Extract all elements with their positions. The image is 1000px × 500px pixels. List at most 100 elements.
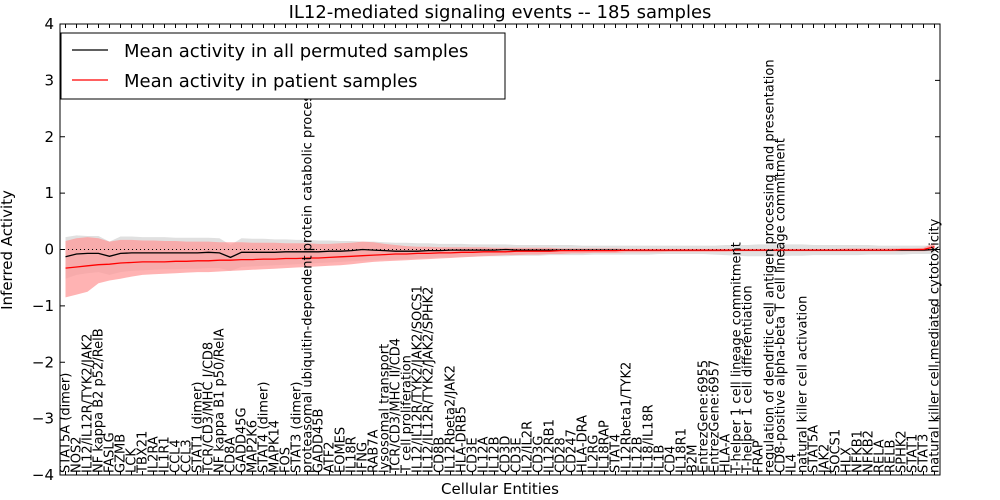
x-tick-label: HLA-DRA bbox=[576, 415, 591, 473]
x-tick-label: CD247 bbox=[565, 429, 580, 473]
x-tick-label: STAT4 (dimer) bbox=[257, 382, 272, 473]
y-tick-label: 0 bbox=[44, 241, 54, 259]
x-tick-label: FOS bbox=[279, 447, 294, 473]
x-tick-label: IL18R bbox=[345, 436, 360, 473]
x-tick-label: natural killer cell activation bbox=[796, 296, 811, 473]
x-tick-label: lysosomal transport bbox=[378, 344, 393, 473]
x-tick-label: TBX21 bbox=[136, 431, 151, 474]
x-tick-label: GADD45B bbox=[312, 409, 327, 473]
plot-frame bbox=[59, 23, 941, 476]
x-tick-label: NFKB2 bbox=[862, 430, 877, 473]
x-tick-label: SPHK2 bbox=[895, 430, 910, 473]
x-tick-label: CCL4 bbox=[169, 439, 184, 473]
x-tick-label: IFNG bbox=[356, 442, 371, 473]
x-tick-label: IL12Rbeta2/JAK2 bbox=[444, 365, 459, 473]
x-tick-label: IL12RB1 bbox=[543, 419, 558, 473]
x-tick-label: CD8B bbox=[433, 437, 448, 473]
x-tick-label: CD3E bbox=[510, 437, 525, 473]
x-tick-label: IL4 bbox=[785, 454, 800, 473]
x-tick-label: MAP2K6 bbox=[246, 420, 261, 473]
x-tick-label: STAT5A bbox=[807, 425, 822, 473]
x-tick-label: IL1R1 bbox=[158, 436, 173, 473]
x-tick-label: T cell proliferation bbox=[400, 355, 415, 474]
y-tick-label: −3 bbox=[32, 410, 54, 428]
series-lines bbox=[65, 246, 935, 269]
x-tick-label: CD3G bbox=[532, 436, 547, 473]
x-tick-label: IL2RA bbox=[147, 436, 162, 473]
patient-mean-line bbox=[65, 246, 935, 269]
x-tick-label: HLX bbox=[840, 447, 855, 473]
y-tick-label: 3 bbox=[44, 71, 54, 89]
x-tick-label: FASLG bbox=[103, 432, 118, 473]
legend-box bbox=[60, 32, 506, 100]
x-tick-label: CD3D bbox=[499, 436, 514, 473]
x-tick-label: TCR/CD3/MHC II/CD4 bbox=[389, 338, 404, 474]
x-tick-label: IL12/IL12R/TYK2/JAK2 bbox=[81, 334, 96, 473]
x-tick-label: IL18R1 bbox=[675, 428, 690, 473]
x-tick-label: IL2RG bbox=[587, 435, 602, 473]
y-tick-label: −2 bbox=[32, 353, 54, 371]
x-tick-label: STAT5A (dimer) bbox=[59, 373, 74, 473]
y-tick-label: −1 bbox=[32, 297, 54, 315]
x-tick-label: proteasomal ubiquitin-dependent protein … bbox=[301, 88, 316, 473]
x-tick-label: HLA-DRB5 bbox=[455, 406, 470, 473]
x-tick-label: IL12/IL12R/TYK2/JAK2/SOCS1 bbox=[411, 285, 426, 473]
x-tick-label: STAT1 bbox=[906, 434, 921, 473]
x-tick-label: HLA-A bbox=[719, 434, 734, 473]
x-tick-label: CD8A bbox=[224, 437, 239, 473]
x-tick-label: T-helper 1 cell lineage commitment bbox=[730, 242, 745, 474]
x-tick-label: IL12Rbeta1/TYK2 bbox=[620, 362, 635, 473]
x-tick-label: STAT4 bbox=[609, 434, 624, 473]
x-tick-label: RELB bbox=[884, 440, 899, 473]
x-tick-label: CCL3 bbox=[180, 439, 195, 473]
x-tick-label: GADD45G bbox=[235, 407, 250, 473]
x-tick-label: CD4 bbox=[664, 446, 679, 473]
x-tick-label: RELA bbox=[873, 439, 888, 473]
y-axis-ticks: −4 −3 −2 −1 0 1 2 3 4 bbox=[32, 15, 940, 484]
x-axis-label: Cellular Entities bbox=[441, 480, 559, 498]
x-tick-label: NF kappa B1 p50/RelA bbox=[213, 328, 228, 473]
legend-label-permuted: Mean activity in all permuted samples bbox=[124, 41, 468, 62]
legend-label-patient: Mean activity in patient samples bbox=[124, 71, 418, 92]
y-axis-label: Inferred Activity bbox=[0, 190, 16, 310]
x-tick-label: IL12A bbox=[477, 436, 492, 473]
legend: Mean activity in all permuted samples Me… bbox=[60, 32, 506, 100]
x-tick-label: STAT1 (dimer) bbox=[191, 382, 206, 473]
x-tick-label: GZMB bbox=[114, 434, 129, 473]
x-tick-label: IL2/IL2R bbox=[521, 421, 536, 473]
x-tick-label: STAT3 (dimer) bbox=[290, 382, 305, 473]
x-tick-label: EntrezGene:6955 bbox=[697, 360, 712, 473]
y-tick-label: 1 bbox=[44, 184, 54, 202]
x-tick-label: FRAP bbox=[752, 440, 767, 473]
x-tick-label: IL18/IL18R bbox=[642, 404, 657, 473]
x-tick-label: B2M bbox=[686, 445, 701, 473]
x-tick-label: LCK bbox=[125, 448, 140, 473]
x-tick-label: CD28 bbox=[554, 437, 569, 473]
x-tick-label: IL12/IL12R/TYK2/JAK2/SPHK2 bbox=[422, 287, 437, 473]
x-tick-label: EntrezGene:6957 bbox=[708, 360, 723, 473]
x-tick-label: IL12B bbox=[488, 436, 503, 473]
x-tick-label: STAT3 bbox=[917, 434, 932, 473]
x-tick-label: T-helper 1 cell differentiation bbox=[741, 285, 756, 474]
confidence-bands bbox=[65, 235, 935, 298]
y-tick-label: 2 bbox=[44, 128, 54, 146]
x-tick-label: CD8-positive alpha-beta T cell lineage c… bbox=[774, 138, 789, 473]
x-tick-label: EOMES bbox=[334, 427, 349, 473]
x-tick-label: IL12B bbox=[631, 436, 646, 473]
x-tick-label: RAB7A bbox=[367, 429, 382, 473]
x-tick-label: MAPK14 bbox=[268, 420, 283, 473]
x-tick-label: SOCS1 bbox=[829, 429, 844, 473]
x-tick-label: IL1B bbox=[653, 445, 668, 473]
x-tick-label: NOS2 bbox=[70, 437, 85, 473]
x-tick-label: natural killer cell mediated cytotoxicit… bbox=[928, 218, 943, 473]
x-tick-label: CD3E bbox=[466, 437, 481, 473]
x-tick-label: ATF2 bbox=[323, 441, 338, 473]
chart-title: IL12-mediated signaling events -- 185 sa… bbox=[289, 2, 712, 23]
x-tick-label: IL18RAP bbox=[598, 420, 613, 473]
x-tick-label: TCR/CD3/MHC I/CD8 bbox=[202, 342, 217, 474]
x-tick-label: regulation of dendritic cell antigen pro… bbox=[763, 59, 778, 473]
x-tick-label: NFKB1 bbox=[851, 430, 866, 473]
y-tick-label: −4 bbox=[32, 466, 54, 484]
